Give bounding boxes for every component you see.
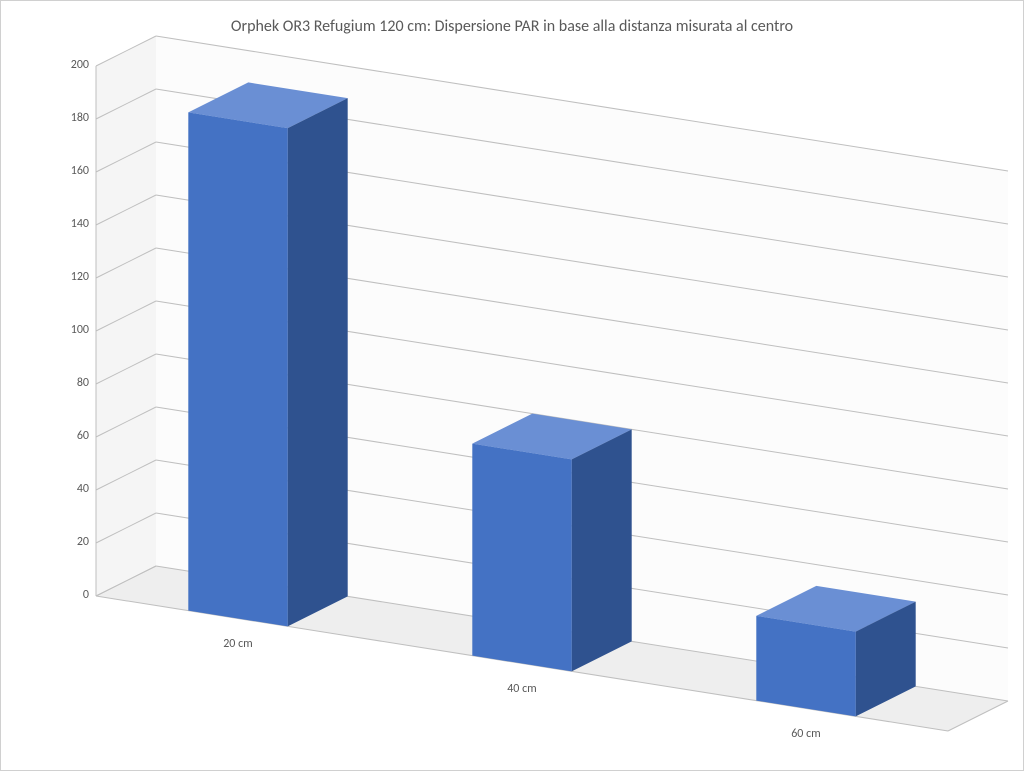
ytick-label: 80 xyxy=(51,376,89,390)
bar-chart-3d xyxy=(1,1,1024,772)
ytick-label: 40 xyxy=(51,482,89,496)
ytick-label: 160 xyxy=(51,164,89,178)
ytick-label: 200 xyxy=(51,58,89,72)
ytick-label: 140 xyxy=(51,217,89,231)
ytick-label: 0 xyxy=(51,588,89,602)
chart-frame: Orphek OR3 Refugium 120 cm: Dispersione … xyxy=(0,0,1024,771)
ytick-label: 20 xyxy=(51,535,89,549)
ytick-label: 100 xyxy=(51,323,89,337)
category-label: 60 cm xyxy=(766,727,846,741)
ytick-label: 60 xyxy=(51,429,89,443)
category-label: 40 cm xyxy=(482,682,562,696)
ytick-label: 180 xyxy=(51,111,89,125)
category-label: 20 cm xyxy=(198,637,278,651)
ytick-label: 120 xyxy=(51,270,89,284)
